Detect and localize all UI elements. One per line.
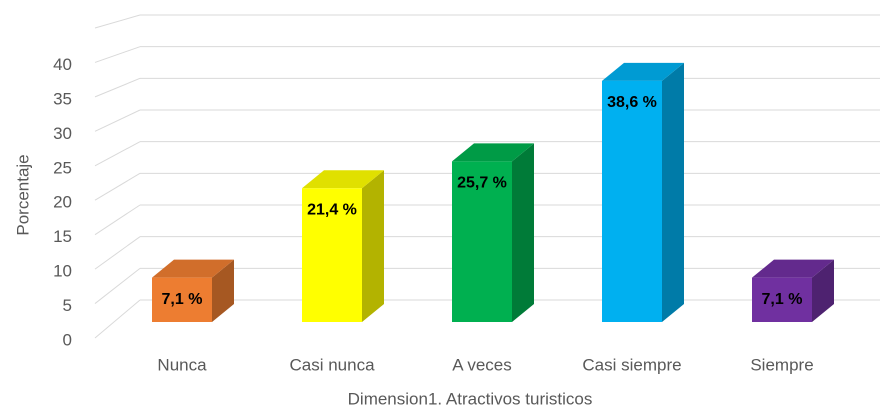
value-label: 7,1 % <box>762 291 803 308</box>
bar-side <box>512 143 534 322</box>
y-tick-label: 0 <box>63 330 72 349</box>
y-tick-label: 20 <box>53 193 72 212</box>
bar-side <box>662 62 684 322</box>
grid-line <box>94 14 141 29</box>
bar <box>302 188 362 322</box>
value-label: 25,7 % <box>457 175 507 192</box>
bar-top <box>302 170 384 189</box>
y-tick-label: 15 <box>53 227 72 246</box>
y-tick-label: 10 <box>53 262 72 281</box>
value-label: 38,6 % <box>607 94 657 111</box>
x-tick-label: Siempre <box>750 355 813 374</box>
y-axis-title: Porcentaje <box>13 154 32 235</box>
value-label: 7,1 % <box>162 291 203 308</box>
grid-line <box>94 299 141 339</box>
y-tick-label: 35 <box>53 89 72 108</box>
grid-line <box>94 172 141 201</box>
bar <box>752 277 812 322</box>
x-axis-title: Dimension1. Atractivos turisticos <box>348 389 593 408</box>
bar-side <box>362 170 384 322</box>
bar-top <box>152 259 234 278</box>
grid-line <box>94 141 141 167</box>
grid-line <box>94 204 141 236</box>
x-tick-label: Nunca <box>157 355 207 374</box>
bar-top <box>452 143 534 162</box>
x-tick-label: Casi nunca <box>289 355 375 374</box>
bar-top <box>752 259 834 278</box>
grid-line <box>94 109 141 132</box>
bar <box>602 80 662 322</box>
y-tick-label: 25 <box>53 158 72 177</box>
bar-side <box>212 259 234 322</box>
y-tick-label: 40 <box>53 55 72 74</box>
x-tick-label: Casi siempre <box>582 355 681 374</box>
bar-top <box>602 62 684 81</box>
y-tick-label: 30 <box>53 124 72 143</box>
bar <box>152 277 212 322</box>
grid-line <box>94 77 141 98</box>
value-label: 21,4 % <box>307 202 357 219</box>
x-tick-label: A veces <box>452 355 512 374</box>
bar <box>452 161 512 322</box>
grid-line <box>94 236 141 270</box>
bar-side <box>812 259 834 322</box>
grid-line <box>94 267 141 304</box>
grid-line <box>94 46 141 63</box>
y-tick-label: 5 <box>63 296 72 315</box>
